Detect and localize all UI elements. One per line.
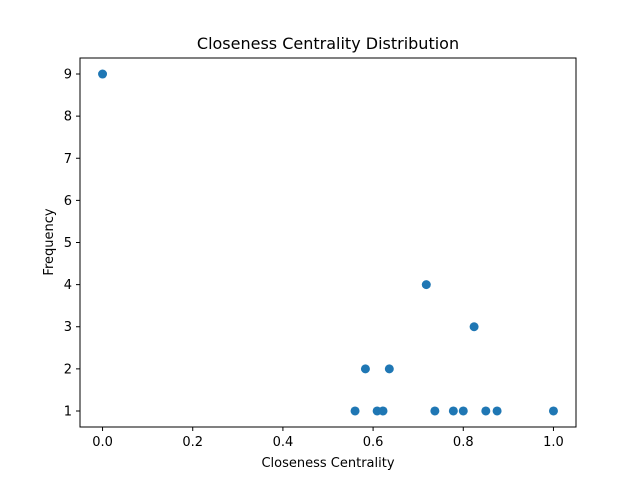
data-point (430, 406, 440, 416)
x-axis-label: Closeness Centrality (261, 456, 394, 471)
x-tick-label: 0.6 (363, 435, 384, 450)
data-point (421, 280, 431, 290)
data-point (448, 406, 458, 416)
data-point (469, 322, 479, 332)
y-tick-label: 5 (64, 236, 72, 251)
x-tick-label: 0.0 (92, 435, 113, 450)
plot-area (79, 57, 577, 428)
chart-title: Closeness Centrality Distribution (197, 34, 459, 53)
x-tick-label: 0.4 (273, 435, 294, 450)
data-point (492, 406, 502, 416)
y-tick-label: 4 (64, 278, 72, 293)
data-point (384, 364, 394, 374)
x-tick-label: 0.2 (182, 435, 203, 450)
y-tick-label: 1 (64, 404, 72, 419)
data-point (481, 406, 491, 416)
data-point (98, 69, 108, 79)
y-tick-label: 7 (64, 152, 72, 167)
y-axis-label: Frequency (42, 208, 57, 275)
y-tick-label: 3 (64, 320, 72, 335)
data-point (360, 364, 370, 374)
y-tick-label: 6 (64, 194, 72, 209)
data-point (350, 406, 360, 416)
data-point (458, 406, 468, 416)
y-tick-label: 8 (64, 110, 72, 125)
y-axis: 1 2 3 4 5 6 7 8 9 (64, 68, 80, 419)
x-tick-label: 0.8 (453, 435, 474, 450)
data-point (548, 406, 558, 416)
x-tick-label: 1.0 (543, 435, 564, 450)
y-tick-label: 2 (64, 362, 72, 377)
data-points (98, 69, 558, 416)
x-axis: 0.0 0.2 0.4 0.6 0.8 1.0 (92, 427, 564, 450)
y-tick-label: 9 (64, 68, 72, 83)
data-point (378, 406, 388, 416)
